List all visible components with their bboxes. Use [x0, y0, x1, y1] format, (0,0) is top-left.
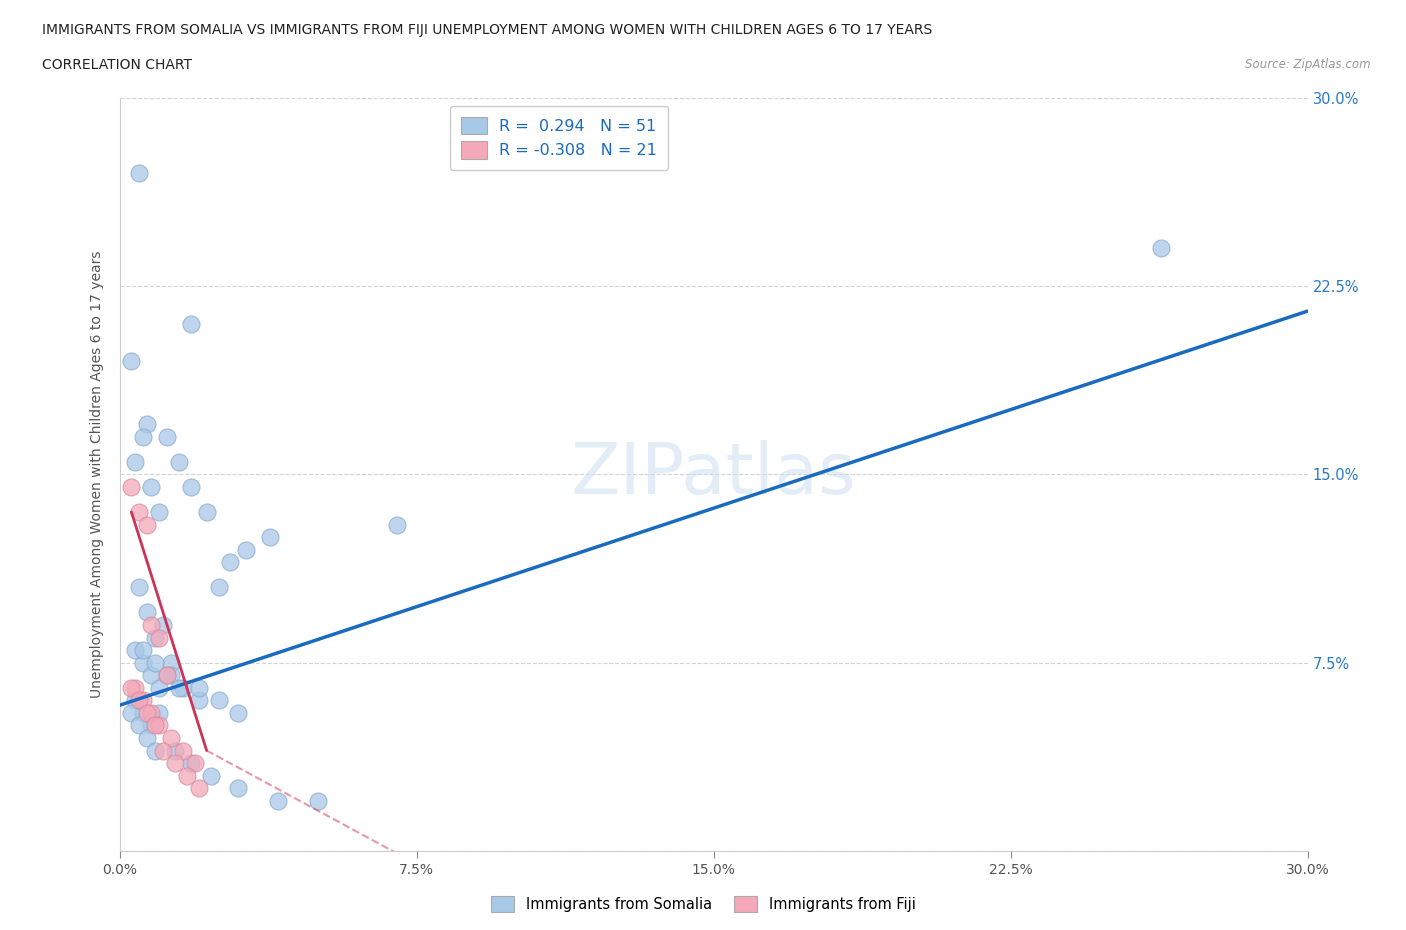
Point	[136, 731, 159, 746]
Point	[120, 353, 142, 368]
Point	[136, 517, 159, 532]
Legend: Immigrants from Somalia, Immigrants from Fiji: Immigrants from Somalia, Immigrants from…	[485, 891, 921, 918]
Point	[132, 705, 155, 720]
Point	[152, 618, 174, 632]
Point	[167, 681, 190, 696]
Point	[156, 429, 179, 444]
Point	[132, 429, 155, 444]
Point	[141, 718, 163, 733]
Point	[124, 454, 146, 469]
Point	[187, 781, 209, 796]
Point	[124, 693, 146, 708]
Point	[128, 718, 150, 733]
Legend: R =  0.294   N = 51, R = -0.308   N = 21: R = 0.294 N = 51, R = -0.308 N = 21	[450, 106, 668, 170]
Point	[136, 604, 159, 619]
Point	[307, 793, 329, 808]
Point	[176, 768, 198, 783]
Point	[136, 417, 159, 432]
Point	[136, 705, 159, 720]
Point	[120, 705, 142, 720]
Text: CORRELATION CHART: CORRELATION CHART	[42, 58, 193, 72]
Point	[160, 655, 183, 670]
Point	[207, 580, 229, 595]
Point	[148, 718, 170, 733]
Point	[132, 693, 155, 708]
Point	[172, 743, 194, 758]
Point	[160, 731, 183, 746]
Point	[235, 542, 257, 557]
Point	[124, 681, 146, 696]
Point	[259, 529, 281, 544]
Point	[385, 517, 408, 532]
Text: ZIPatlas: ZIPatlas	[571, 440, 856, 509]
Point	[200, 768, 222, 783]
Point	[141, 668, 163, 683]
Text: Source: ZipAtlas.com: Source: ZipAtlas.com	[1246, 58, 1371, 71]
Point	[128, 166, 150, 180]
Point	[124, 643, 146, 658]
Point	[180, 480, 202, 495]
Point	[148, 681, 170, 696]
Point	[1150, 241, 1173, 256]
Text: IMMIGRANTS FROM SOMALIA VS IMMIGRANTS FROM FIJI UNEMPLOYMENT AMONG WOMEN WITH CH: IMMIGRANTS FROM SOMALIA VS IMMIGRANTS FR…	[42, 23, 932, 37]
Point	[120, 681, 142, 696]
Point	[148, 631, 170, 645]
Point	[207, 693, 229, 708]
Point	[148, 504, 170, 519]
Point	[152, 743, 174, 758]
Point	[141, 705, 163, 720]
Point	[163, 743, 186, 758]
Point	[228, 781, 250, 796]
Point	[167, 454, 190, 469]
Point	[128, 693, 150, 708]
Point	[228, 705, 250, 720]
Point	[132, 643, 155, 658]
Point	[163, 755, 186, 770]
Point	[141, 480, 163, 495]
Point	[156, 668, 179, 683]
Point	[143, 743, 166, 758]
Point	[187, 693, 209, 708]
Point	[180, 316, 202, 331]
Point	[156, 668, 179, 683]
Point	[148, 705, 170, 720]
Point	[184, 755, 207, 770]
Point	[219, 554, 242, 569]
Point	[180, 755, 202, 770]
Point	[128, 580, 150, 595]
Y-axis label: Unemployment Among Women with Children Ages 6 to 17 years: Unemployment Among Women with Children A…	[90, 250, 104, 698]
Point	[195, 504, 218, 519]
Point	[141, 618, 163, 632]
Point	[143, 718, 166, 733]
Point	[187, 681, 209, 696]
Point	[143, 631, 166, 645]
Point	[160, 668, 183, 683]
Point	[267, 793, 290, 808]
Point	[172, 681, 194, 696]
Point	[143, 655, 166, 670]
Point	[132, 655, 155, 670]
Point	[128, 504, 150, 519]
Point	[120, 480, 142, 495]
